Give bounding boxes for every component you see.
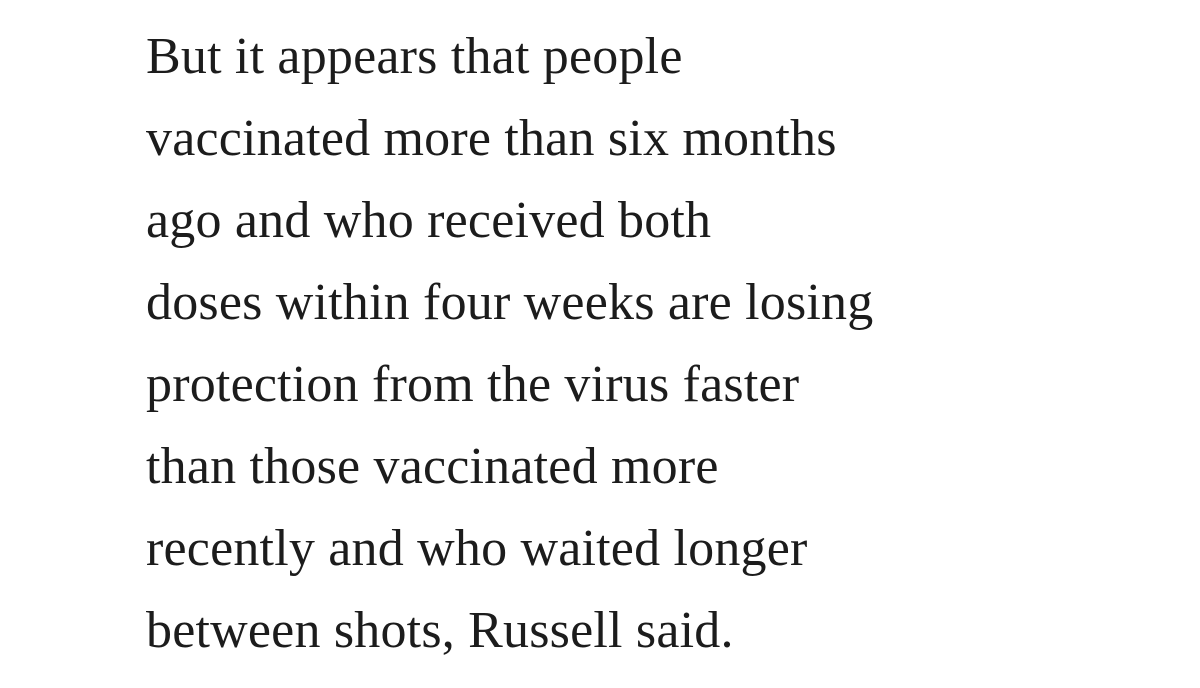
paragraph-line-3: ago and who received both [146, 192, 712, 249]
paragraph-line-2: vaccinated more than six months [146, 110, 837, 167]
paragraph-line-7: recently and who waited longer [146, 520, 808, 577]
article-paragraph: But it appears that people vaccinated mo… [146, 16, 1166, 672]
paragraph-line-5: protection from the virus faster [146, 356, 800, 413]
paragraph-line-8: between shots, Russell said. [146, 602, 734, 659]
paragraph-line-6: than those vaccinated more [146, 438, 719, 495]
paragraph-line-4: doses within four weeks are losing [146, 274, 874, 331]
paragraph-line-1: But it appears that people [146, 28, 683, 85]
